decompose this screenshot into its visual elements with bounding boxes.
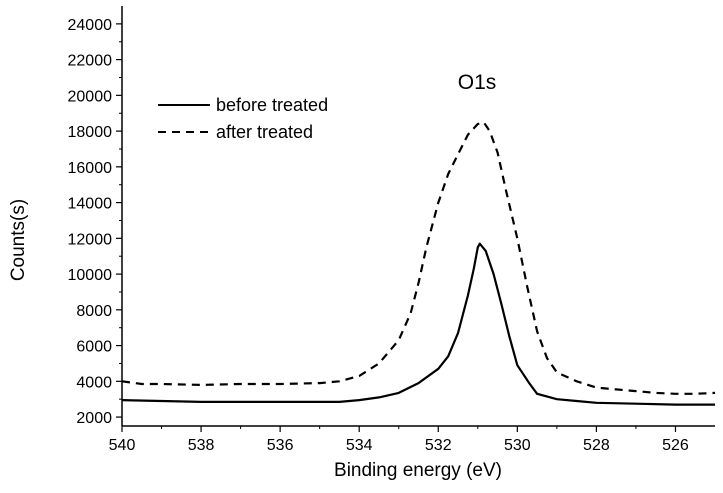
series-line-after-treated xyxy=(122,121,715,395)
legend: before treated after treated xyxy=(158,95,328,142)
x-tick-label: 534 xyxy=(346,437,373,454)
series-line-before-treated xyxy=(122,242,715,406)
y-tick-label: 16000 xyxy=(68,160,113,177)
y-tick-label: 4000 xyxy=(76,374,112,391)
y-axis-title: Counts(s) xyxy=(8,199,29,281)
y-tick-label: 18000 xyxy=(68,124,113,141)
y-tick-label: 14000 xyxy=(68,196,113,213)
y-tick-label: 24000 xyxy=(68,17,113,34)
y-tick-label: 6000 xyxy=(76,339,112,356)
x-tick-label: 540 xyxy=(109,437,136,454)
x-tick-label: 528 xyxy=(583,437,610,454)
y-tick-label: 20000 xyxy=(68,88,113,105)
x-axis-title: Binding energy (eV) xyxy=(334,460,502,481)
y-tick-label: 2000 xyxy=(76,410,112,427)
y-tick-label: 10000 xyxy=(68,267,113,284)
y-tick-label: 12000 xyxy=(68,231,113,248)
x-tick-label: 526 xyxy=(662,437,689,454)
x-tick-label: 532 xyxy=(425,437,452,454)
x-tick-label: 530 xyxy=(504,437,531,454)
legend-label-before-treated: before treated xyxy=(216,95,328,115)
legend-label-after-treated: after treated xyxy=(216,122,313,142)
x-tick-label: 538 xyxy=(188,437,215,454)
y-tick-label: 8000 xyxy=(76,303,112,320)
x-tick-label: 536 xyxy=(267,437,294,454)
annotation-o1s: O1s xyxy=(458,71,497,94)
y-tick-label: 22000 xyxy=(68,53,113,70)
